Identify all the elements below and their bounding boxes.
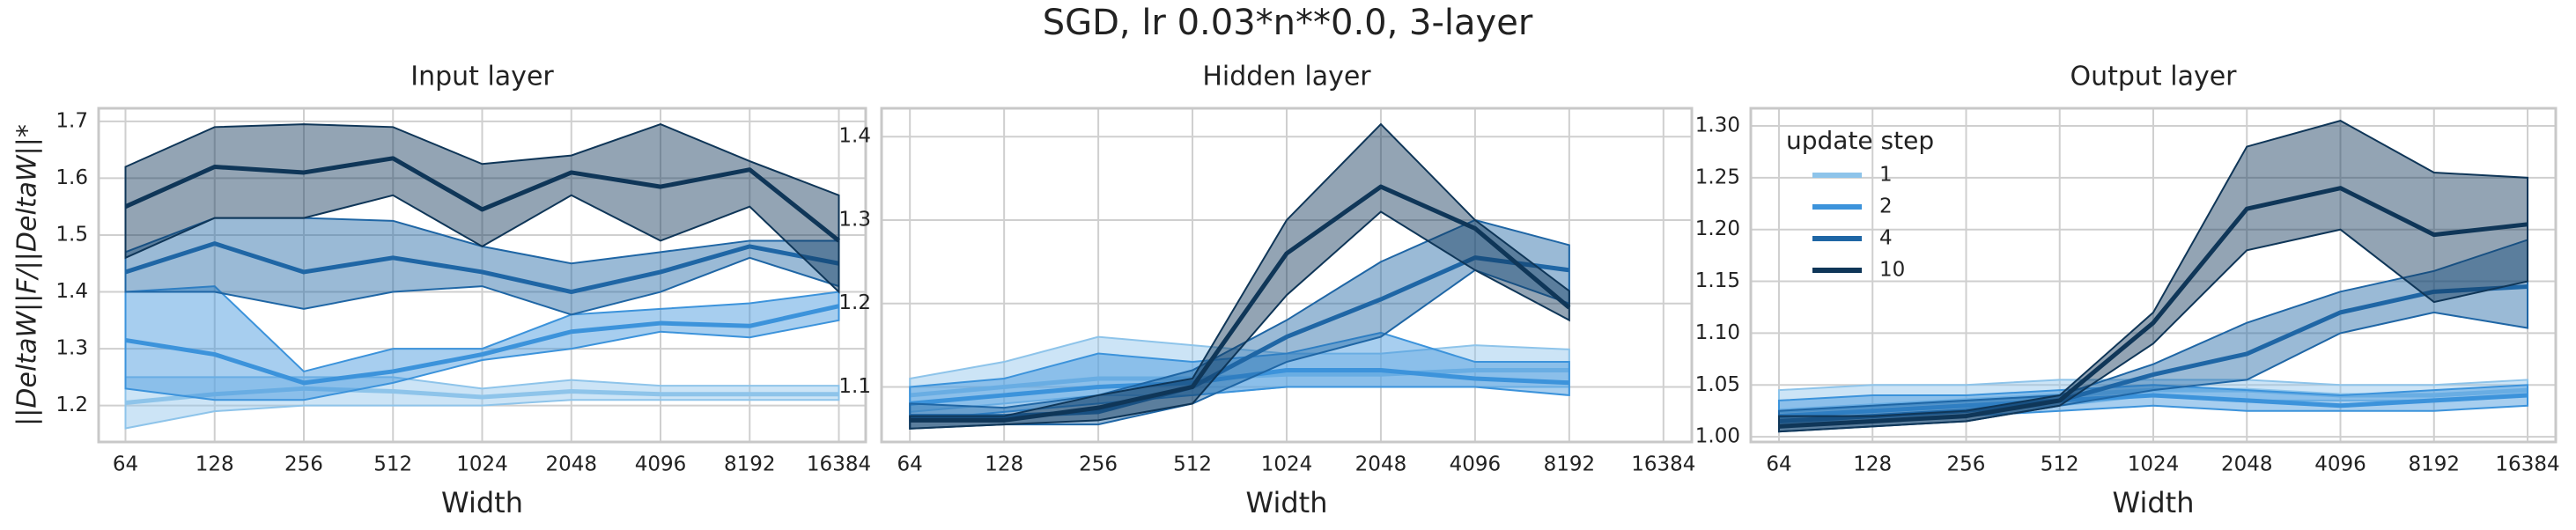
x-tick-label: 16384 — [1631, 453, 1695, 476]
x-tick-label: 2048 — [1355, 453, 1407, 476]
y-tick-label: 1.3 — [838, 208, 871, 231]
x-axis-label: Width — [2113, 486, 2195, 519]
series-line — [124, 156, 841, 243]
y-tick-label: 1.6 — [55, 166, 88, 189]
x-tick-label: 512 — [1173, 453, 1212, 476]
x-tick-label: 4096 — [635, 453, 687, 476]
series-line — [910, 255, 1570, 419]
confidence-band — [1777, 120, 2529, 433]
y-tick-label: 1.20 — [1695, 217, 1740, 240]
x-tick-label: 8192 — [1544, 453, 1596, 476]
y-tick-label: 1.7 — [55, 109, 88, 132]
x-tick-label: 512 — [2041, 453, 2079, 476]
subplot-title: Output layer — [2070, 62, 2237, 92]
series-line — [1778, 186, 2528, 429]
y-tick-label: 1.2 — [55, 394, 88, 416]
x-tick-label: 16384 — [807, 453, 871, 476]
y-tick-label: 1.4 — [838, 125, 871, 148]
subplot-title: Hidden layer — [1202, 62, 1371, 92]
x-tick-label: 128 — [985, 453, 1023, 476]
x-tick-label: 2048 — [545, 453, 597, 476]
legend-label: 1 — [1879, 164, 1893, 187]
y-tick-label: 1.4 — [55, 280, 88, 303]
x-tick-label: 512 — [373, 453, 412, 476]
x-tick-label: 1024 — [456, 453, 508, 476]
series-line — [125, 386, 839, 405]
confidence-band — [124, 285, 840, 401]
legend-label: 2 — [1879, 195, 1893, 218]
y-tick-label: 1.30 — [1695, 114, 1740, 137]
legend-label: 4 — [1879, 227, 1893, 250]
series-line — [1778, 393, 2528, 419]
x-tick-label: 2048 — [2221, 453, 2273, 476]
y-tick-label: 1.2 — [838, 291, 871, 314]
legend-label: 10 — [1879, 259, 1905, 282]
y-tick-label: 1.5 — [55, 223, 88, 246]
x-tick-label: 256 — [284, 453, 323, 476]
x-tick-label: 64 — [1766, 453, 1791, 476]
x-tick-label: 4096 — [2314, 453, 2366, 476]
x-tick-label: 8192 — [724, 453, 776, 476]
x-tick-label: 4096 — [1450, 453, 1502, 476]
x-axis-label: Width — [1246, 486, 1328, 519]
x-axis-label: Width — [441, 486, 523, 519]
y-tick-label: 1.10 — [1695, 321, 1740, 344]
axes-frame — [97, 107, 867, 444]
x-tick-label: 256 — [1947, 453, 1986, 476]
x-tick-label: 1024 — [2128, 453, 2180, 476]
x-tick-label: 128 — [196, 453, 234, 476]
x-tick-label: 64 — [113, 453, 138, 476]
x-tick-label: 256 — [1079, 453, 1118, 476]
confidence-band — [909, 122, 1570, 430]
series-line — [124, 241, 839, 295]
x-tick-label: 64 — [897, 453, 923, 476]
axes-frame — [880, 107, 1694, 444]
legend-title: update step — [1786, 126, 1934, 155]
y-tick-label: 1.1 — [838, 375, 871, 398]
y-tick-label: 1.3 — [55, 337, 88, 360]
series-line — [909, 368, 1569, 406]
x-tick-label: 16384 — [2495, 453, 2559, 476]
y-tick-label: 1.25 — [1695, 166, 1740, 188]
y-axis-label: ||DeltaW||F/||DeltaW||* — [12, 124, 43, 426]
y-tick-label: 1.00 — [1695, 425, 1740, 448]
x-tick-label: 8192 — [2408, 453, 2460, 476]
series-line — [910, 184, 1571, 423]
subplot-title: Input layer — [410, 62, 554, 92]
axes-frame — [1749, 107, 2558, 444]
figure-title: SGD, lr 0.03*n**0.0, 3-layer — [1043, 3, 1533, 43]
x-tick-label: 1024 — [1261, 453, 1313, 476]
y-tick-label: 1.15 — [1695, 269, 1740, 292]
y-tick-label: 1.05 — [1695, 373, 1740, 396]
series-line — [125, 304, 840, 386]
x-tick-label: 128 — [1853, 453, 1892, 476]
